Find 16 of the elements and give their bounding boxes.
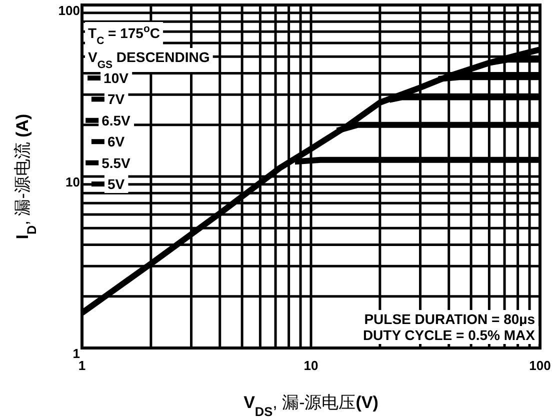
y-tick-label: 1 <box>72 346 80 361</box>
y-tick-label: 10 <box>66 174 80 190</box>
legend-label: 5V <box>107 176 126 192</box>
legend-label: 6.5V <box>102 112 132 128</box>
legend-label: 6V <box>107 134 126 150</box>
annotation: T$_{C}$ = 175$^{o}$C <box>88 23 160 47</box>
legend-label: 5.5V <box>102 154 132 171</box>
x-tick-label: 10 <box>304 358 318 373</box>
annotation: PULSE DURATION = 80µs <box>364 311 536 327</box>
x-tick-label: 100 <box>529 358 551 373</box>
text: V$_{DS}$, 漏-源电压(V) <box>244 393 378 418</box>
legend-title: V$_{GS}$ DESCENDING <box>88 49 210 71</box>
legend-label: 10V <box>104 70 130 86</box>
annotation: DUTY CYCLE = 0.5% MAX <box>362 327 536 343</box>
legend-label: 7V <box>107 91 126 108</box>
y-tick-label: 100 <box>58 3 80 18</box>
